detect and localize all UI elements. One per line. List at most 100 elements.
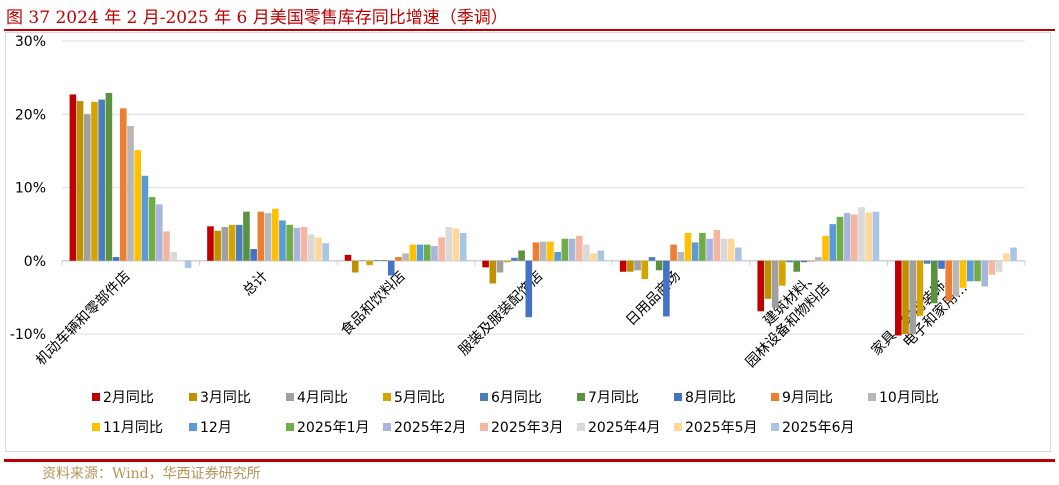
- category-label: 日用品商场: [623, 268, 684, 329]
- bar: [221, 227, 229, 261]
- bar: [735, 247, 742, 261]
- bar: [706, 238, 713, 261]
- legend-label: 2025年5月: [685, 420, 758, 436]
- y-tick-label: 0%: [24, 254, 46, 270]
- bar: [359, 260, 366, 261]
- bar: [822, 235, 829, 261]
- bar: [532, 242, 540, 261]
- bar: [445, 227, 453, 261]
- legend-label: 6月同比: [491, 390, 542, 406]
- legend-swatch: [92, 423, 100, 431]
- bar: [459, 232, 467, 261]
- bar: [482, 260, 489, 268]
- bar: [590, 253, 597, 261]
- legend-swatch: [577, 423, 585, 431]
- bar: [271, 208, 279, 261]
- legend-swatch: [480, 393, 488, 401]
- legend-swatch: [286, 393, 294, 401]
- bar: [105, 93, 113, 261]
- bar: [228, 224, 236, 261]
- bar: [952, 260, 960, 297]
- figure-title: 图 37 2024 年 2 月-2025 年 6 月美国零售库存同比增速（季调）: [6, 8, 508, 28]
- bar: [648, 257, 656, 261]
- bar: [836, 216, 844, 261]
- bar: [539, 241, 547, 261]
- bar: [655, 260, 663, 271]
- category-label: 服装及服装配饰店: [456, 268, 547, 359]
- legend-label: 2025年1月: [297, 420, 370, 436]
- y-tick-label: -10%: [10, 327, 46, 343]
- legend-swatch: [674, 393, 682, 401]
- bar: [170, 251, 177, 261]
- bar: [916, 260, 924, 316]
- bar: [322, 243, 329, 261]
- bar: [1010, 247, 1017, 261]
- y-tick-label: 20%: [15, 107, 46, 123]
- bar: [597, 250, 605, 261]
- bar: [829, 224, 837, 261]
- bar: [366, 260, 373, 266]
- legend-label: 10月同比: [879, 390, 939, 406]
- bar: [177, 260, 185, 261]
- bar: [257, 211, 265, 261]
- bar: [988, 260, 996, 275]
- bar: [141, 175, 149, 261]
- legend-swatch: [674, 423, 682, 431]
- bar: [496, 260, 504, 273]
- bar: [235, 224, 243, 261]
- chart-frame: [5, 32, 1051, 452]
- legend-label: 3月同比: [200, 390, 251, 406]
- bar: [438, 237, 445, 261]
- legend-label: 2025年2月: [394, 420, 467, 436]
- bar: [98, 99, 105, 261]
- bar: [380, 260, 388, 261]
- bar: [663, 260, 670, 317]
- bar: [148, 197, 156, 261]
- bar: [815, 257, 822, 261]
- bar: [344, 254, 352, 261]
- bar: [279, 220, 286, 261]
- bar: [807, 260, 815, 262]
- bar: [214, 230, 221, 261]
- bar: [909, 260, 917, 334]
- bar: [423, 244, 431, 261]
- bar: [575, 235, 583, 261]
- bar: [76, 101, 84, 261]
- bar: [409, 244, 417, 261]
- bar: [764, 260, 772, 299]
- bar: [967, 260, 974, 282]
- bar: [547, 241, 554, 261]
- bar: [793, 260, 801, 272]
- legend-label: 9月同比: [782, 390, 833, 406]
- bar: [243, 211, 250, 261]
- bar: [503, 260, 511, 263]
- bar: [959, 260, 967, 288]
- bar: [568, 238, 576, 261]
- legend-label: 11月同比: [103, 420, 163, 436]
- bar: [83, 114, 91, 261]
- bar: [134, 150, 141, 261]
- bar: [286, 224, 293, 261]
- bar: [250, 249, 257, 261]
- bar: [307, 234, 315, 261]
- bar: [902, 260, 909, 334]
- bar: [684, 232, 692, 261]
- bar: [300, 227, 308, 261]
- bar: [525, 260, 533, 318]
- bar: [757, 260, 765, 312]
- legend-swatch: [383, 423, 391, 431]
- bar: [163, 231, 170, 261]
- bar: [981, 260, 989, 287]
- bar: [627, 260, 634, 272]
- category-label: 机动车辆和零部件店: [32, 268, 133, 369]
- title-divider: [4, 29, 1055, 31]
- legend-label: 4月同比: [297, 390, 348, 406]
- legend-swatch: [383, 393, 391, 401]
- bar: [561, 238, 569, 261]
- bar: [771, 260, 779, 308]
- bar: [315, 237, 322, 261]
- bar: [119, 108, 127, 261]
- source-note: 资料来源：Wind，华西证券研究所: [42, 466, 261, 482]
- bar: [945, 260, 953, 302]
- legend-swatch: [771, 393, 779, 401]
